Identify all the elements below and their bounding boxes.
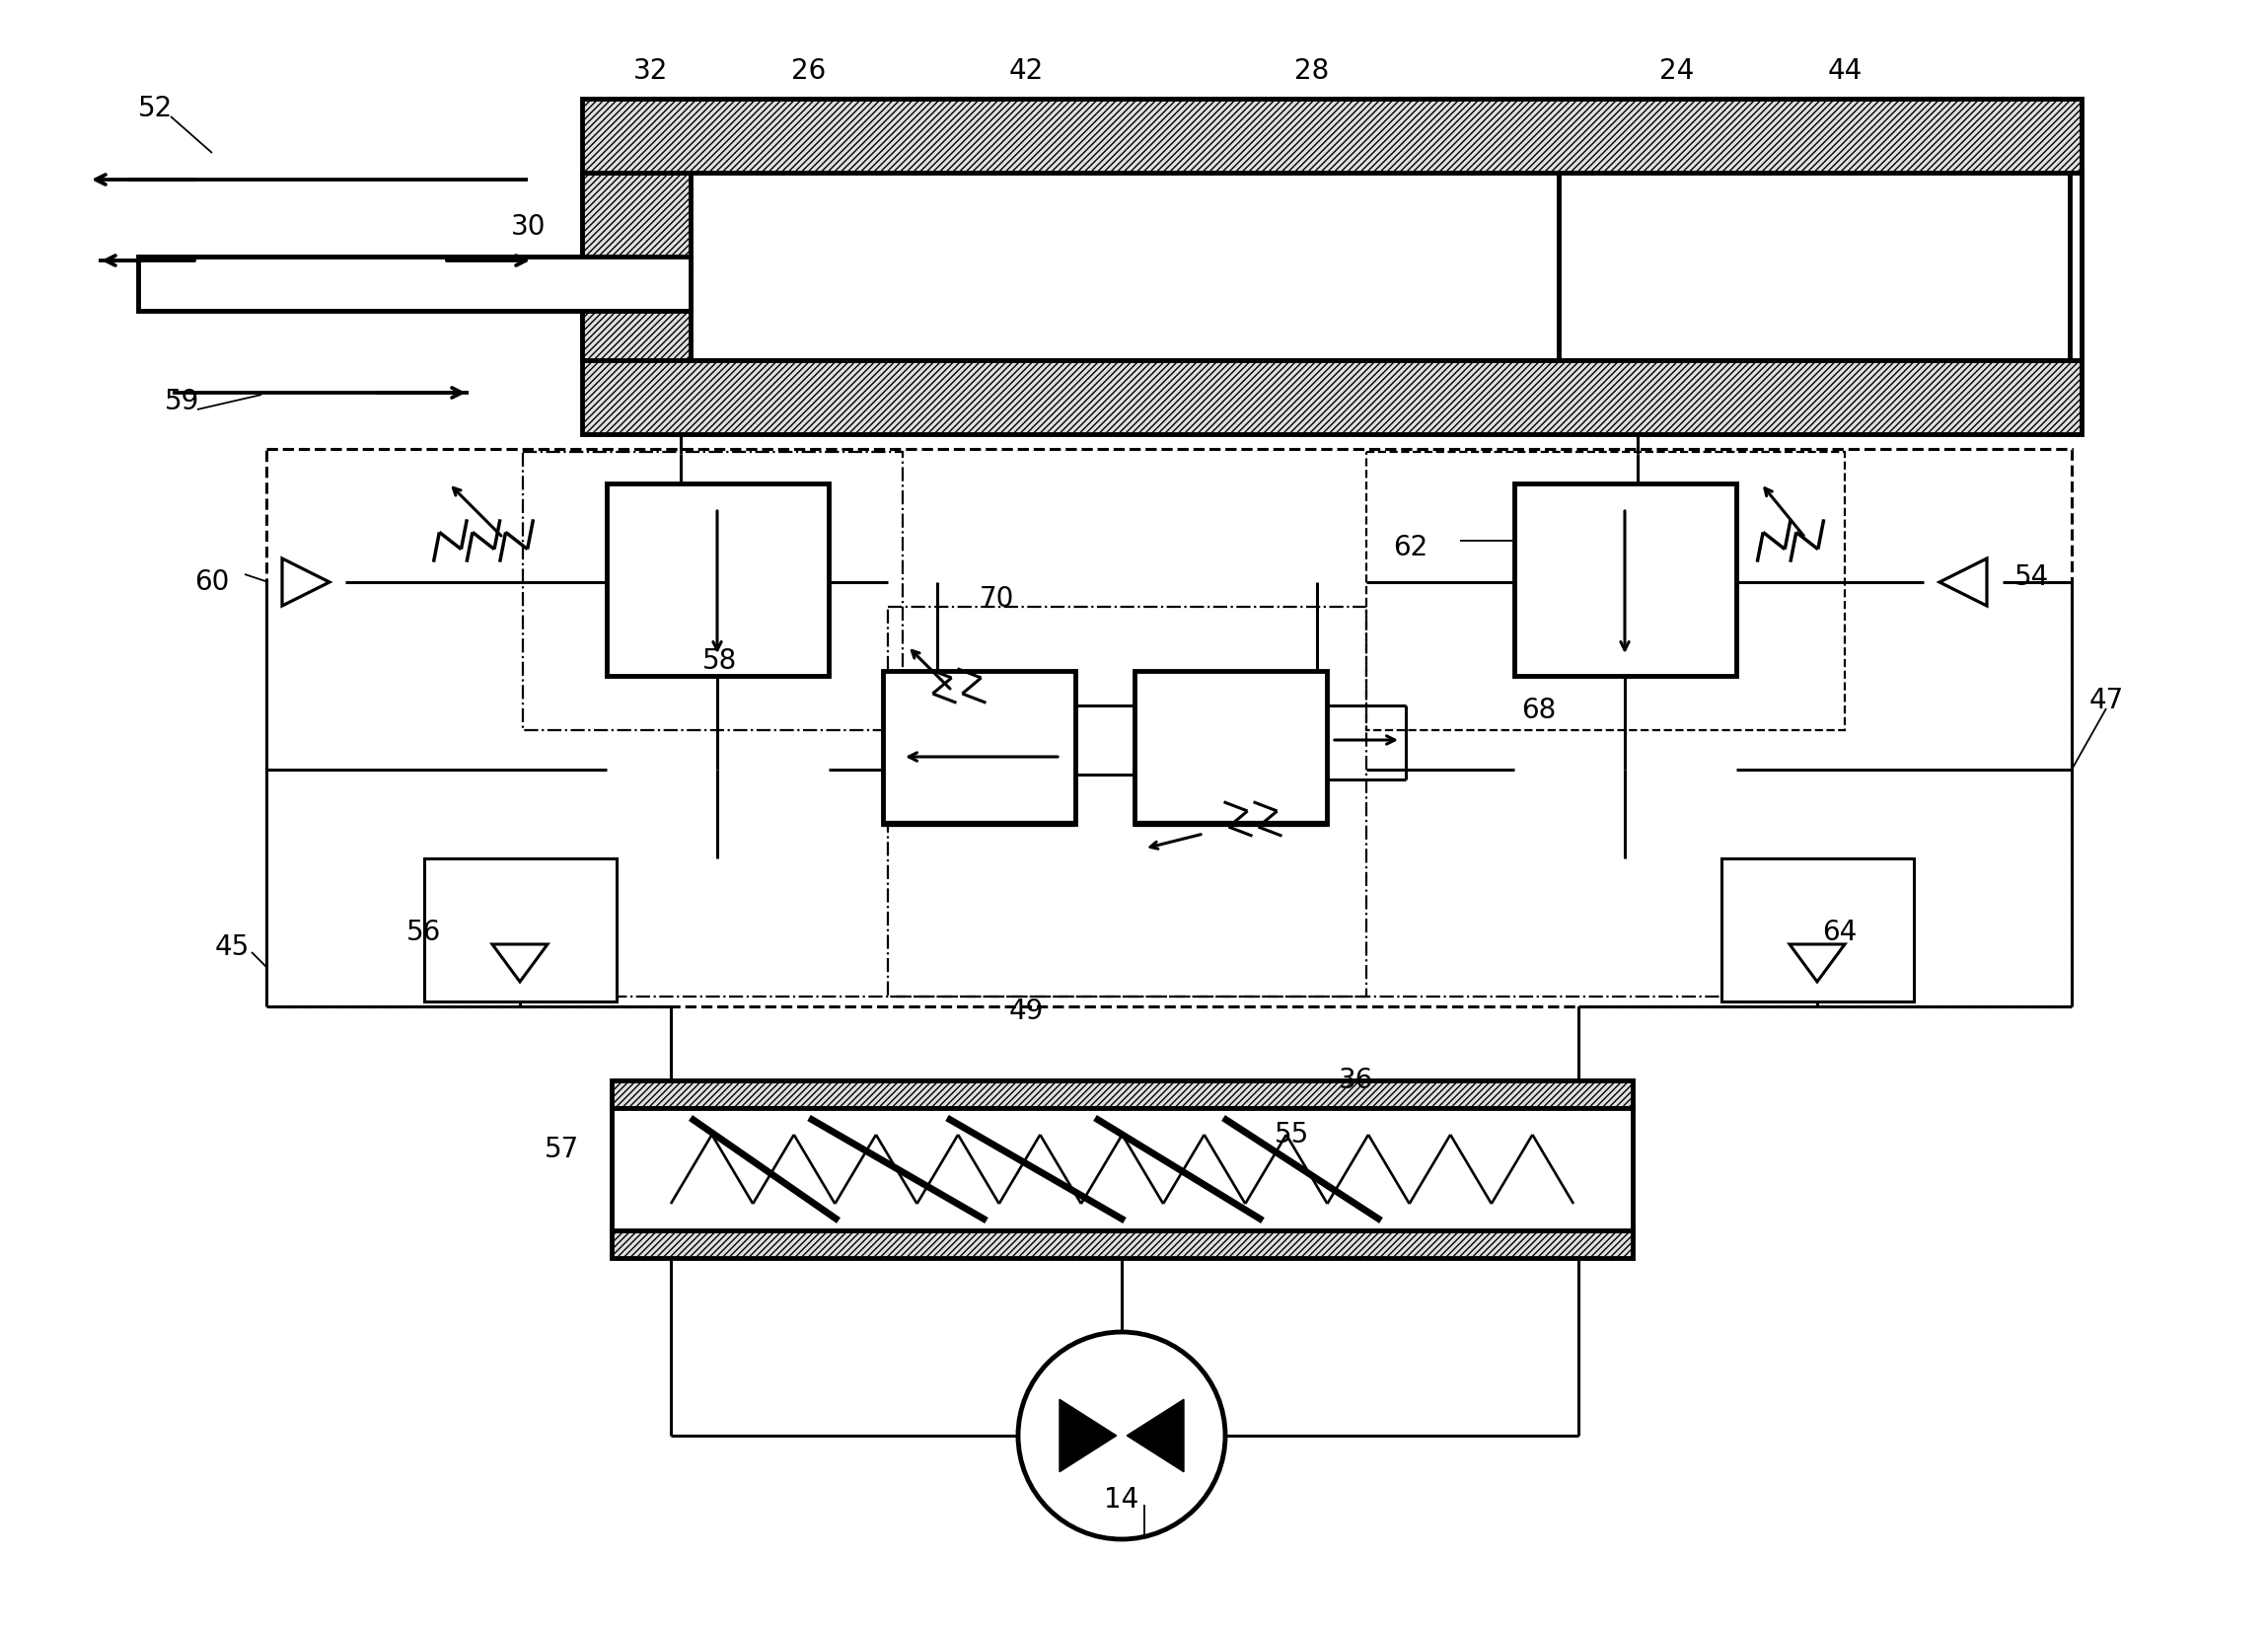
- Text: 44: 44: [1828, 57, 1862, 85]
- Bar: [583, 173, 2082, 360]
- Bar: [138, 256, 689, 311]
- Bar: [1721, 858, 1914, 1002]
- Text: 58: 58: [703, 647, 737, 674]
- Bar: [583, 99, 2082, 173]
- Bar: [887, 608, 1365, 997]
- Text: 56: 56: [406, 919, 442, 946]
- Text: 30: 30: [510, 213, 547, 241]
- Polygon shape: [1059, 1399, 1116, 1473]
- Text: 32: 32: [633, 57, 669, 85]
- Bar: [612, 1080, 1633, 1108]
- Bar: [424, 858, 617, 1002]
- Polygon shape: [1939, 559, 1987, 606]
- Polygon shape: [281, 559, 329, 606]
- Bar: [882, 671, 1075, 824]
- Bar: [612, 1230, 1633, 1258]
- Text: 55: 55: [1275, 1121, 1309, 1148]
- Bar: [2071, 173, 2082, 360]
- Bar: [265, 450, 2071, 1007]
- Text: 60: 60: [195, 569, 229, 596]
- Text: 54: 54: [2014, 564, 2050, 591]
- Text: 49: 49: [1009, 997, 1043, 1025]
- Text: 42: 42: [1009, 57, 1043, 85]
- Text: 59: 59: [166, 388, 200, 415]
- Text: 24: 24: [1660, 57, 1694, 85]
- Bar: [1134, 671, 1327, 824]
- Bar: [524, 451, 903, 730]
- Bar: [583, 267, 689, 360]
- Polygon shape: [1789, 945, 1844, 982]
- Text: 70: 70: [980, 585, 1014, 613]
- Bar: [1515, 484, 1737, 676]
- Text: 45: 45: [215, 933, 249, 961]
- Text: 47: 47: [2089, 687, 2123, 715]
- Bar: [583, 360, 2082, 435]
- Text: 52: 52: [138, 94, 172, 122]
- Text: 62: 62: [1393, 534, 1429, 562]
- Bar: [612, 1108, 1633, 1230]
- Text: 14: 14: [1105, 1486, 1139, 1513]
- Text: 28: 28: [1295, 57, 1329, 85]
- Polygon shape: [1127, 1399, 1184, 1473]
- Polygon shape: [492, 945, 547, 982]
- Bar: [608, 484, 828, 676]
- Bar: [583, 173, 689, 267]
- Text: 36: 36: [1338, 1067, 1374, 1095]
- Text: 68: 68: [1522, 697, 1556, 725]
- Bar: [1365, 451, 1844, 730]
- Text: 26: 26: [792, 57, 826, 85]
- Text: 57: 57: [544, 1135, 581, 1163]
- Text: 64: 64: [1823, 919, 1857, 946]
